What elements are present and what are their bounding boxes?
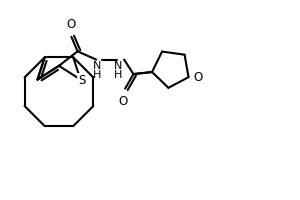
- Text: N
H: N H: [93, 61, 101, 80]
- Text: O: O: [118, 95, 128, 108]
- Text: S: S: [78, 74, 85, 87]
- Text: N
H: N H: [114, 61, 122, 80]
- Text: O: O: [67, 18, 76, 31]
- Text: O: O: [194, 71, 203, 84]
